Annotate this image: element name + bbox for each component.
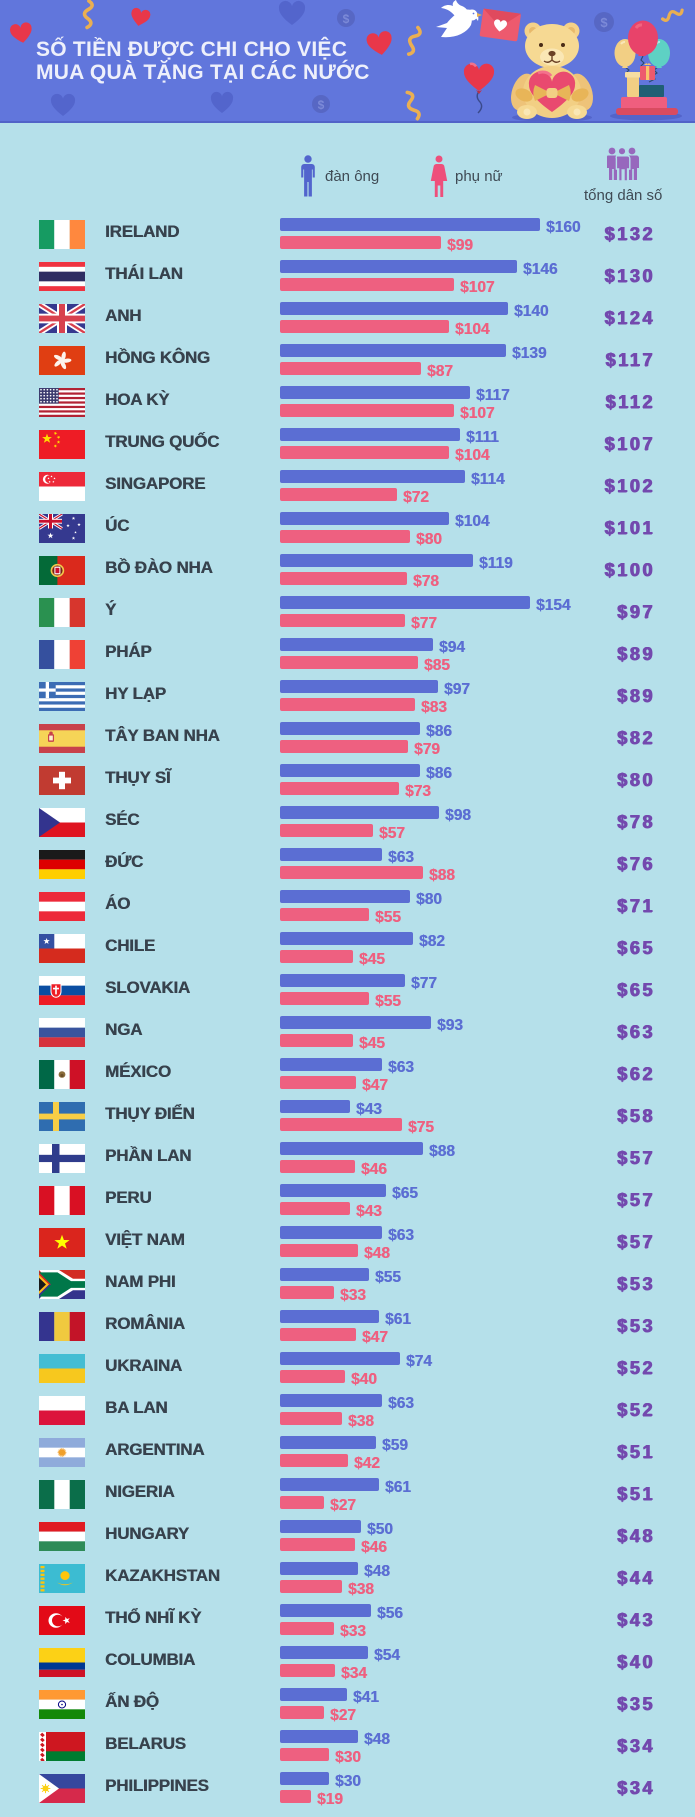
svg-text:$: $ bbox=[600, 15, 608, 30]
svg-text:$: $ bbox=[343, 12, 350, 26]
svg-text:$: $ bbox=[318, 98, 325, 112]
